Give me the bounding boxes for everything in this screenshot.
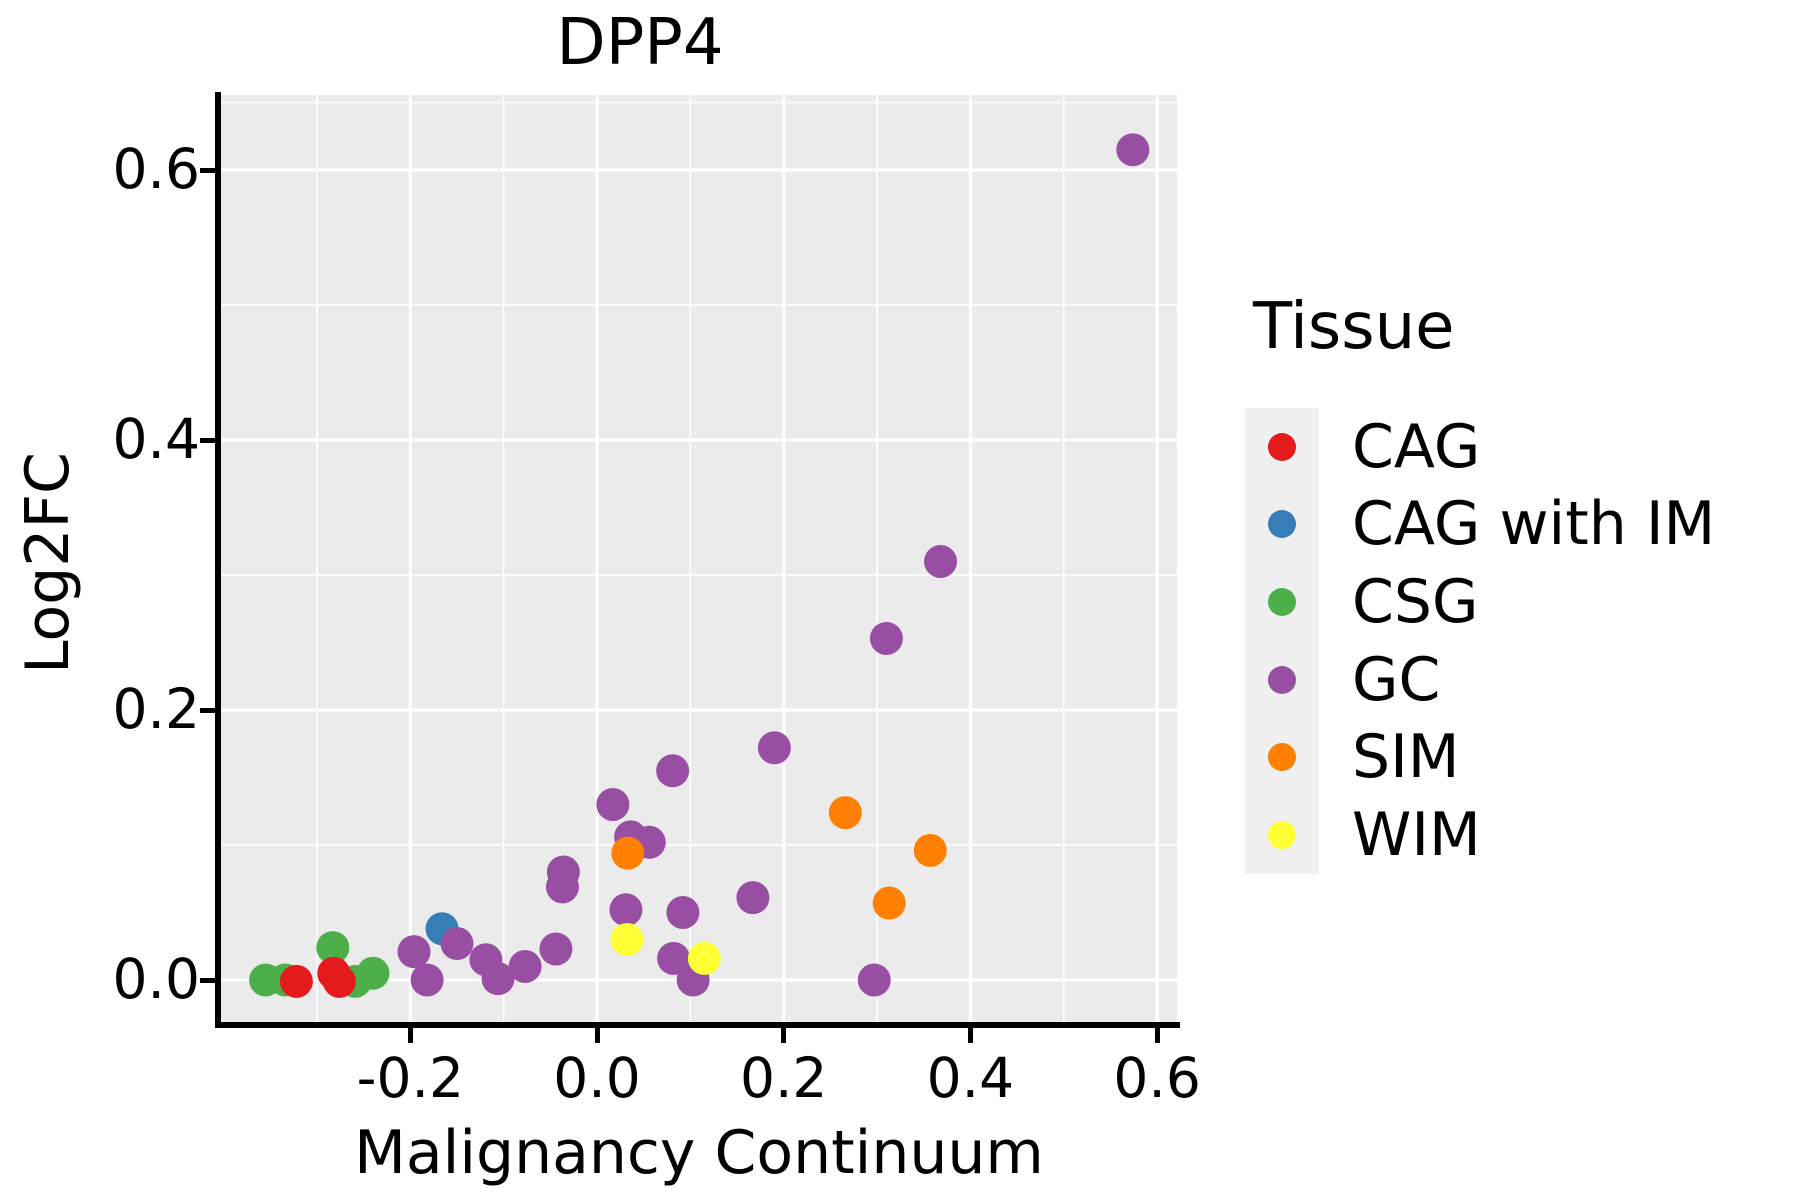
legend: Tissue CAG CAG with IM CSG GC SIM WIM (1245, 290, 1715, 874)
data-point-gc (539, 932, 573, 966)
x-tick-mark (781, 1028, 787, 1043)
data-point-gc (657, 941, 691, 975)
x-tick-mark (1154, 1028, 1160, 1043)
x-tick-label: 0.2 (739, 1046, 828, 1110)
x-axis-title: Malignancy Continuum (354, 1118, 1044, 1188)
data-point-gc (924, 545, 958, 578)
y-axis-spine (215, 92, 221, 1028)
data-point-wim (610, 923, 644, 956)
x-tick-mark (967, 1028, 973, 1043)
legend-title: Tissue (1253, 290, 1455, 364)
y-tick-mark (200, 707, 215, 713)
legend-item-sim: SIM (1245, 718, 1715, 796)
data-point-gc (545, 870, 579, 904)
x-tick-mark (407, 1028, 413, 1043)
legend-swatch-icon (1268, 665, 1296, 694)
legend-item-label: SIM (1352, 722, 1460, 793)
legend-item-csg: CSG (1245, 563, 1715, 641)
data-point-gc (666, 896, 700, 929)
legend-item-label: WIM (1352, 799, 1481, 870)
data-point-sim (913, 833, 947, 867)
legend-item-wim: WIM (1245, 796, 1715, 874)
data-point-gc (508, 950, 542, 983)
data-point-gc (410, 963, 444, 997)
y-tick-label: 0.0 (112, 947, 200, 1011)
y-tick-label: 0.2 (112, 677, 200, 741)
data-point-gc (656, 754, 690, 788)
plot-title: DPP4 (556, 6, 724, 80)
y-tick-mark (200, 167, 215, 173)
data-point-gc (757, 731, 791, 765)
legend-item-label: CAG (1352, 411, 1481, 482)
plot-panel (221, 95, 1177, 1022)
legend-item-gc: GC (1245, 641, 1715, 719)
data-point-csg (316, 931, 350, 965)
y-tick-label: 0.4 (112, 407, 200, 471)
data-point-gc (397, 935, 431, 969)
data-point-gc (857, 963, 891, 997)
x-tick-label: 0.6 (1113, 1046, 1201, 1110)
data-point-gc (1116, 133, 1150, 167)
data-point-gc (609, 893, 643, 927)
data-point-gc (736, 881, 770, 915)
y-axis-title: Log2FC (13, 452, 83, 674)
y-tick-label: 0.6 (112, 137, 200, 201)
data-point-cag (322, 964, 356, 998)
data-point-gc (481, 962, 515, 996)
data-point-wim (687, 941, 721, 975)
legend-swatch-icon (1268, 743, 1296, 772)
legend-item-label: GC (1352, 644, 1441, 715)
legend-items: CAG CAG with IM CSG GC SIM WIM (1245, 408, 1715, 874)
legend-item-cag-with-im: CAG with IM (1245, 486, 1715, 564)
legend-item-label: CSG (1352, 566, 1479, 637)
data-point-gc (440, 927, 474, 961)
legend-key-strip (1245, 408, 1319, 874)
data-point-cag (279, 964, 313, 998)
x-tick-label: -0.2 (356, 1046, 464, 1110)
data-point-gc (596, 788, 630, 821)
x-tick-label: 0.0 (553, 1046, 641, 1110)
legend-swatch-icon (1268, 587, 1296, 616)
legend-item-label: CAG with IM (1352, 489, 1716, 560)
legend-swatch-icon (1268, 510, 1296, 539)
x-tick-mark (594, 1028, 600, 1043)
x-tick-label: 0.4 (926, 1046, 1015, 1110)
legend-keys: CAG CAG with IM CSG GC SIM WIM (1245, 408, 1715, 874)
legend-swatch-icon (1268, 432, 1296, 461)
y-tick-mark (200, 977, 215, 983)
y-tick-mark (200, 437, 215, 443)
legend-item-cag: CAG (1245, 408, 1715, 486)
data-point-sim (828, 796, 862, 830)
data-point-gc (869, 621, 903, 655)
data-point-sim (611, 836, 645, 870)
x-axis-spine (215, 1022, 1180, 1028)
data-point-sim (872, 886, 906, 920)
data-point-csg (356, 956, 390, 990)
legend-swatch-icon (1268, 820, 1296, 849)
